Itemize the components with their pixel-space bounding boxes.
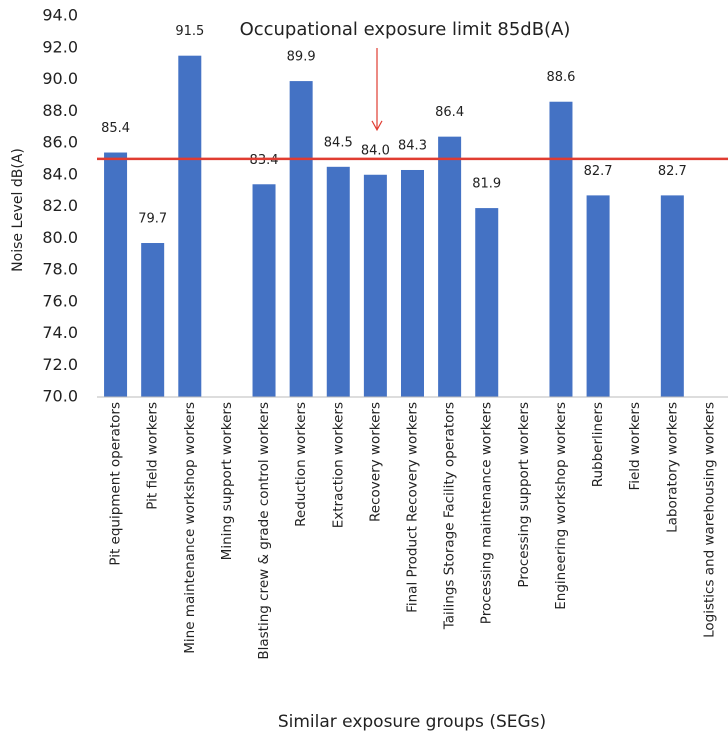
value-label: 85.4 xyxy=(101,121,130,136)
x-tick-label: Mining support workers xyxy=(219,402,235,560)
y-tick-label: 74.0 xyxy=(42,323,78,342)
y-tick-label: 94.0 xyxy=(42,6,78,25)
x-tick-label: Recovery workers xyxy=(367,402,383,522)
x-tick-label: Processing maintenance workers xyxy=(479,402,495,624)
bar xyxy=(401,169,424,397)
annotation-arrowhead xyxy=(371,120,383,132)
value-label: 81.9 xyxy=(472,177,501,192)
x-axis-title: Similar exposure groups (SEGs) xyxy=(278,712,546,732)
bar xyxy=(438,136,462,397)
bar xyxy=(252,184,276,397)
bar xyxy=(549,101,573,397)
x-tick-label: Laboratory workers xyxy=(664,402,680,533)
bar xyxy=(475,208,499,397)
value-label: 89.9 xyxy=(287,50,316,65)
y-tick-label: 84.0 xyxy=(42,164,78,183)
y-tick-label: 70.0 xyxy=(42,387,78,406)
bar xyxy=(178,55,202,397)
value-label: 83.4 xyxy=(250,153,279,168)
x-tick-label: Extraction workers xyxy=(330,402,346,528)
value-label: 82.7 xyxy=(658,164,687,179)
x-tick-label: Rubberliners xyxy=(590,402,606,487)
x-tick-label: Tailings Storage Facility operators xyxy=(442,402,458,630)
bar xyxy=(363,174,387,397)
value-label: 91.5 xyxy=(175,24,204,39)
x-tick-label: Field workers xyxy=(627,402,643,491)
x-tick-label: Final Product Recovery workers xyxy=(405,402,421,613)
value-label: 88.6 xyxy=(546,70,575,85)
x-tick-label: Processing support workers xyxy=(516,402,532,588)
y-tick-label: 78.0 xyxy=(42,260,78,279)
x-tick-label: Pit field workers xyxy=(145,402,161,510)
y-tick-label: 86.0 xyxy=(42,133,78,152)
value-label: 84.5 xyxy=(324,135,353,150)
x-tick-label: Blasting crew & grade control workers xyxy=(256,402,272,660)
value-label: 84.0 xyxy=(361,143,390,158)
bar xyxy=(660,195,684,397)
x-tick-label: Logistics and warehousing workers xyxy=(701,402,717,638)
bar xyxy=(104,152,128,397)
annotation: Occupational exposure limit 85dB(A) xyxy=(240,19,571,40)
x-tick-label: Reduction workers xyxy=(293,402,309,527)
value-label: 82.7 xyxy=(584,164,613,179)
bar xyxy=(586,195,610,397)
value-label: 86.4 xyxy=(435,105,464,120)
bar xyxy=(289,81,313,398)
y-tick-label: 92.0 xyxy=(42,37,78,56)
y-tick-label: 76.0 xyxy=(42,291,78,310)
x-tick-label: Mine maintenance workshop workers xyxy=(182,402,198,654)
value-label: 79.7 xyxy=(138,212,167,227)
x-tick-label: Engineering workshop workers xyxy=(553,402,569,610)
y-axis-title: Noise Level dB(A) xyxy=(10,148,26,272)
y-tick-label: 80.0 xyxy=(42,228,78,247)
y-tick-label: 72.0 xyxy=(42,355,78,374)
value-label: 84.3 xyxy=(398,138,427,153)
y-tick-label: 90.0 xyxy=(42,69,78,88)
x-tick-label: Pit equipment operators xyxy=(108,402,124,566)
bar xyxy=(326,166,350,397)
y-tick-label: 82.0 xyxy=(42,196,78,215)
y-tick-label: 88.0 xyxy=(42,101,78,120)
bar xyxy=(141,243,165,397)
